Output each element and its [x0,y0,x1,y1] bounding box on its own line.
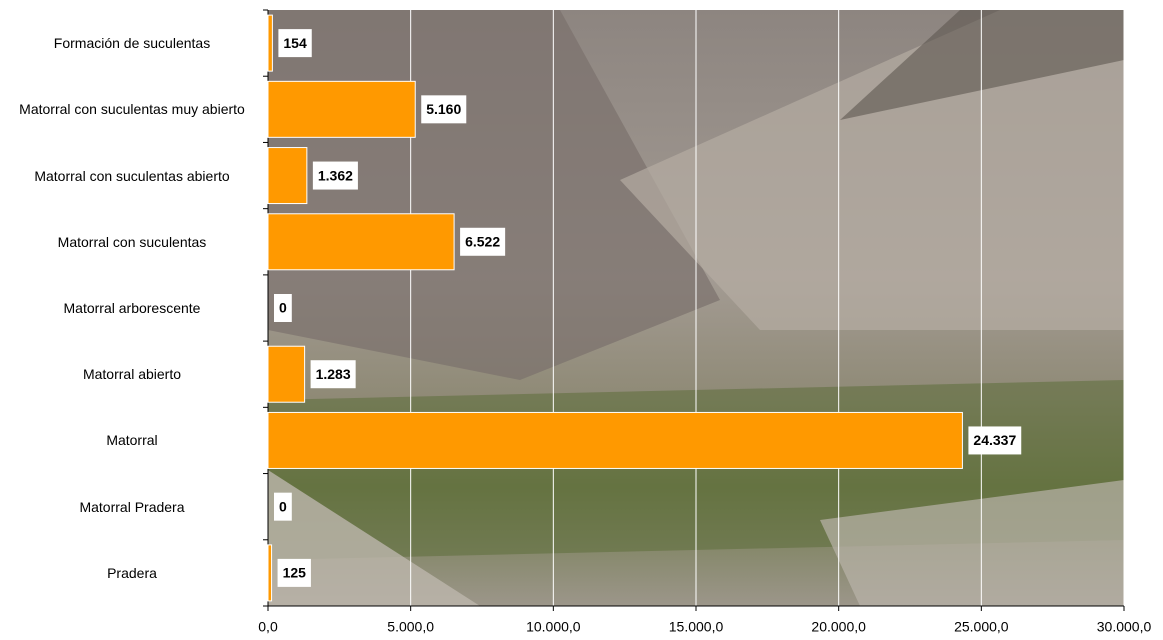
x-tick-label: 5.000,0 [387,619,434,635]
value-label: 125 [283,565,307,581]
y-tick-label: Formación de suculentas [53,35,211,52]
bar [267,411,963,469]
x-tick-label: 10.000,0 [526,619,581,635]
y-tick-label: Matorral Pradera [79,498,185,515]
y-tick-label: Matorral con suculentas abierto [34,167,230,184]
value-label-box [312,161,358,190]
bar [267,544,273,602]
value-label-box [310,360,356,389]
y-tick-label: Matorral arborescente [63,300,201,316]
y-tick-label: Matorral con suculentas [57,233,207,250]
y-tick-label: Pradera [107,564,157,581]
value-label: 0 [279,300,287,316]
value-label: 5.160 [426,101,461,117]
value-label-box [278,29,312,58]
bar [267,80,416,138]
x-tick-label: 25.000,0 [954,619,1009,635]
value-label: 154 [283,35,307,51]
bar [267,213,455,271]
value-label-box [274,294,292,322]
value-label-box [277,558,311,587]
value-label: 1.362 [318,167,353,183]
y-tick-label: Matorral abierto [82,366,182,383]
bar [267,147,308,205]
value-label-box [460,227,506,256]
x-tick-label: 15.000,0 [669,619,724,635]
bar [267,345,306,403]
value-label: 0 [279,498,287,514]
y-tick-label: Matorral con suculentas muy abierto [19,101,245,118]
x-tick-label: 20.000,0 [811,619,866,635]
bar [267,14,273,72]
x-tick-label: 30.000,0 [1097,619,1152,635]
x-tick-label: 0,0 [258,619,278,635]
value-label-box [274,492,292,521]
value-label: 1.283 [316,366,351,382]
value-label: 6.522 [465,233,500,249]
value-label-box [968,426,1022,455]
value-label: 24.337 [973,432,1016,448]
value-label-box [421,95,467,124]
y-tick-label: Matorral [106,432,158,449]
